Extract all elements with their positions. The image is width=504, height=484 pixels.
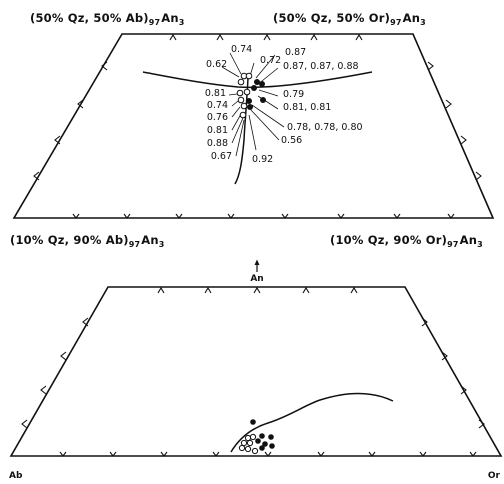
open-point (237, 78, 245, 86)
filled-point (250, 419, 256, 425)
bottom-data-points (238, 419, 275, 455)
apex-arrow-icon (254, 259, 260, 272)
top-value-labels: 0.74 0.62 0.72 0.87 0.87, 0.87, 0.88 0.7… (205, 44, 363, 165)
corner-label-bottom-right: (10% Qz, 90% Or)97An3 (330, 233, 483, 249)
open-point (246, 439, 254, 447)
top-leader-lines (221, 52, 285, 157)
value-label: 0.92 (252, 154, 273, 165)
top-data-points (236, 72, 266, 119)
open-point (238, 444, 246, 452)
top-trapezoid-outline (12, 33, 495, 219)
apex-label: An (250, 274, 263, 284)
bottom-tick-marks (21, 286, 485, 457)
filled-point (254, 79, 260, 85)
value-label: 0.76 (207, 112, 228, 123)
bottom-trapezoid-outline (9, 286, 503, 457)
value-label: 0.72 (260, 55, 281, 66)
value-label: 0.79 (283, 89, 304, 100)
value-label: 0.81, 0.81 (283, 102, 331, 113)
corner-label-top-left: (50% Qz, 50% Ab)97An3 (30, 11, 185, 27)
value-label: 0.88 (207, 138, 228, 149)
value-label: 0.56 (281, 135, 302, 146)
open-point (237, 96, 245, 104)
filled-point (251, 85, 257, 91)
value-label: 0.67 (211, 151, 232, 162)
value-label: 0.81 (207, 125, 228, 136)
open-point (251, 447, 259, 455)
top-tick-marks (33, 33, 482, 219)
bottom-boundary-curve (230, 392, 394, 453)
open-point (239, 111, 247, 119)
filled-point (260, 97, 266, 103)
open-point (243, 88, 251, 96)
bottom-diagram: An (9, 259, 503, 481)
value-label: 0.87 (285, 47, 306, 58)
filled-point (259, 445, 265, 451)
right-vertex-label: Or (488, 471, 501, 481)
open-point (249, 433, 257, 441)
corner-label-bottom-left: (10% Qz, 90% Ab)97An3 (10, 233, 165, 249)
filled-point (259, 433, 265, 439)
top-cotectic-curve (142, 71, 373, 89)
filled-point (262, 441, 268, 447)
value-label: 0.78, 0.78, 0.80 (287, 122, 363, 133)
filled-point (255, 438, 261, 444)
top-diagram: 0.74 0.62 0.72 0.87 0.87, 0.87, 0.88 0.7… (10, 11, 495, 249)
value-label: 0.74 (207, 100, 228, 111)
top-vertical-curve (234, 77, 249, 185)
value-label: 0.81 (205, 88, 226, 99)
value-label: 0.87, 0.87, 0.88 (283, 61, 359, 72)
open-point (236, 89, 244, 97)
open-point (240, 102, 248, 110)
open-point (245, 72, 253, 80)
open-point (244, 445, 252, 453)
open-point (240, 439, 248, 447)
value-label: 0.62 (206, 59, 227, 70)
filled-point (246, 98, 252, 104)
value-label: 0.74 (231, 44, 252, 55)
filled-point (247, 104, 253, 110)
open-point (244, 434, 252, 442)
corner-label-top-right: (50% Qz, 50% Or)97An3 (273, 11, 426, 27)
left-vertex-label: Ab (9, 471, 23, 481)
filled-point (269, 443, 275, 449)
filled-point (268, 434, 274, 440)
filled-point (259, 81, 265, 87)
